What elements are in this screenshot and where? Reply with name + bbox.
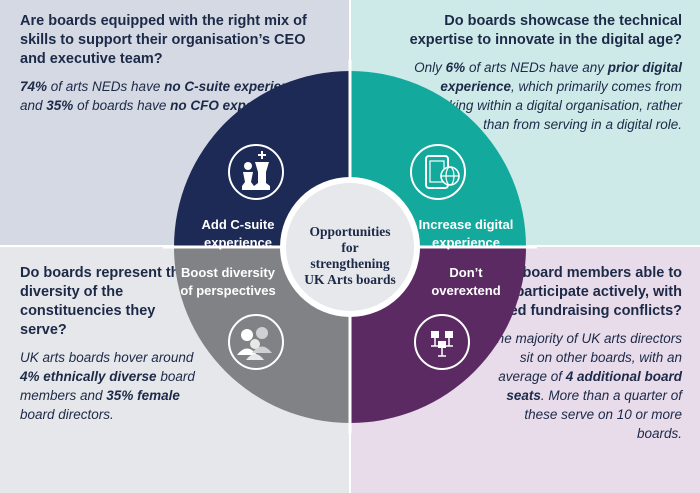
segment-label: Boost diversity: [181, 265, 276, 280]
center-circle: [286, 183, 414, 311]
highlight-stat: no C-suite experience: [164, 79, 305, 94]
highlight-stat: 35%: [46, 98, 74, 113]
body-text: and: [20, 98, 47, 113]
quadrant-title: Are board members able to participate ac…: [479, 265, 682, 319]
body-text: , which primarily comes from working wit…: [426, 79, 682, 132]
center-title-line: UK Arts boards: [304, 272, 396, 287]
quadrant-title: Do boards showcase the technical experti…: [409, 13, 682, 48]
body-text: Only: [414, 60, 446, 75]
meeting-chairs-icon: [414, 314, 470, 370]
highlight-stat: 74%: [20, 79, 48, 94]
highlight-stat: 35% female: [106, 388, 180, 403]
body-text: board directors.: [20, 407, 114, 422]
segment-label: Increase digital: [419, 217, 514, 232]
quadrant-body: The majority of UK arts directors sit on…: [477, 329, 682, 443]
segment-label: overextend: [431, 283, 500, 298]
body-text: board members and: [20, 369, 195, 403]
quadrant-body: 74% of arts NEDs have no C-suite experie…: [20, 77, 320, 115]
center-title-line: strengthening: [310, 256, 390, 271]
center-title-line: for: [341, 240, 358, 255]
quadrant-body: UK arts boards hover around 4% ethnicall…: [20, 348, 205, 424]
segment-top-right: [350, 71, 526, 247]
segment-label: Don’t: [449, 265, 483, 280]
segment-label: experience: [432, 235, 500, 250]
quadrant-body: Only 6% of arts NEDs have any prior digi…: [397, 58, 682, 134]
body-text: UK arts boards hover around: [20, 350, 194, 365]
body-text: of arts NEDs have: [47, 79, 165, 94]
quadrant-title: Do boards represent the diversity of the…: [20, 265, 188, 338]
center-title-line: Opportunities: [309, 224, 390, 239]
segment-label: Add C-suite: [202, 217, 275, 232]
quadrant-title: Are boards equipped with the right mix o…: [20, 13, 307, 67]
chess-pieces-icon: [228, 144, 284, 200]
highlight-stat: 6%: [445, 60, 466, 75]
body-text: of arts NEDs have any: [465, 60, 608, 75]
diverse-people-icon: [228, 314, 284, 370]
highlight-stat: prior digital experience: [440, 60, 682, 94]
body-text: of boards have: [73, 98, 171, 113]
body-text: The majority of UK arts directors sit on…: [488, 331, 682, 384]
highlight-stat: 4 additional board seats: [506, 369, 682, 403]
segment-label: experience: [204, 235, 272, 250]
quadrant-top-right-text: Do boards showcase the technical experti…: [397, 12, 682, 134]
quadrant-bottom-left-text: Do boards represent the diversity of the…: [20, 264, 205, 424]
quadrant-top-left-text: Are boards equipped with the right mix o…: [20, 12, 320, 115]
quadrant-bottom-right-text: Are board members able to participate ac…: [477, 264, 682, 443]
segment-label: of perspectives: [180, 283, 275, 298]
body-text: . More than a quarter of these serve on …: [524, 388, 682, 441]
highlight-stat: 4% ethnically diverse: [20, 369, 157, 384]
tablet-globe-icon: [410, 144, 466, 200]
